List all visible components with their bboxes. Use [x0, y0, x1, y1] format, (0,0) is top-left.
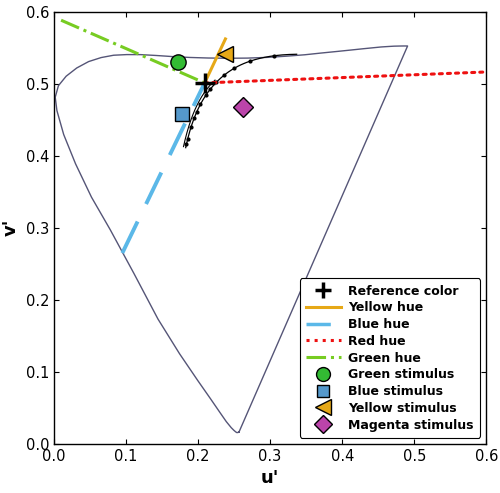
- Legend: Reference color, Yellow hue, Blue hue, Red hue, Green hue, Green stimulus, Blue : Reference color, Yellow hue, Blue hue, R…: [300, 278, 480, 438]
- X-axis label: u': u': [261, 469, 280, 488]
- Y-axis label: v': v': [2, 219, 20, 237]
